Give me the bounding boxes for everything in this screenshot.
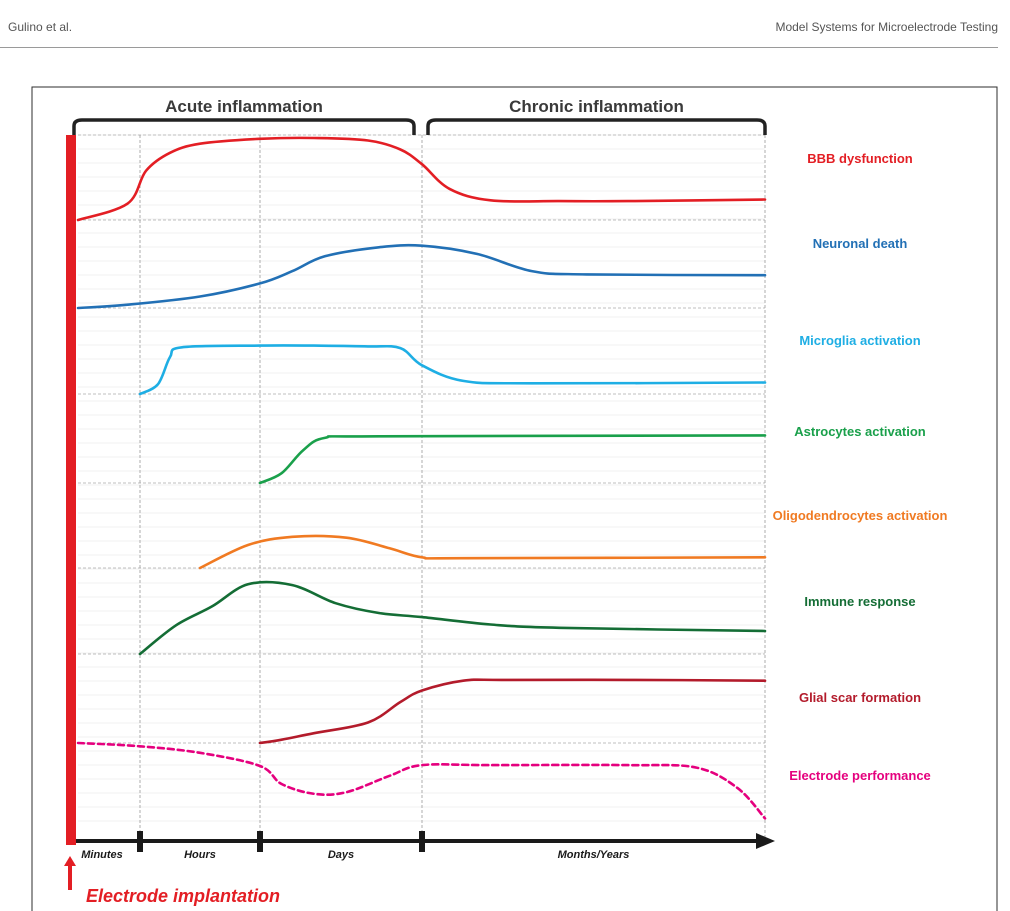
series-label-microglia-activation: Microglia activation — [799, 333, 920, 348]
series-label-bbb-dysfunction: BBB dysfunction — [807, 151, 913, 166]
series-line-immune-response — [138, 580, 767, 656]
time-axis-label-months-years: Months/Years — [558, 849, 630, 861]
series-line-neuronal-death — [76, 243, 767, 310]
implantation-label: Electrode implantation — [86, 886, 280, 906]
time-axis-tick — [419, 831, 425, 852]
implantation-marker: Electrode implantation — [64, 135, 280, 906]
series-label-glial-scar-formation: Glial scar formation — [799, 690, 921, 705]
page-running-title: Model Systems for Microelectrode Testing — [775, 20, 998, 34]
time-axis-tick — [257, 831, 263, 852]
phase-brackets: Acute inflammation Chronic inflammation — [72, 97, 767, 135]
series-line-glial-scar-formation — [258, 678, 767, 745]
header-rule — [0, 47, 998, 48]
figure-frame — [31, 86, 998, 911]
phase-bracket-chronic-inflammation — [426, 118, 767, 135]
implantation-arrow-shaft — [68, 864, 72, 890]
series-label-oligodendrocytes-activation: Oligodendrocytes activation — [773, 508, 948, 523]
grid — [78, 134, 766, 838]
series-label-neuronal-death: Neuronal death — [813, 236, 908, 251]
series-line-electrode-performance — [76, 741, 767, 820]
series-line-astrocytes-activation — [258, 434, 767, 485]
time-axis-arrowhead — [756, 833, 775, 849]
time-axis: Minutes Hours Days Months/Years — [70, 831, 775, 861]
series-label-immune-response: Immune response — [804, 594, 915, 609]
series-label-electrode-performance: Electrode performance — [789, 768, 931, 783]
time-axis-label-minutes: Minutes — [81, 849, 123, 861]
phase-label-chronic-inflammation: Chronic inflammation — [509, 97, 684, 116]
series-line-oligodendrocytes-activation — [198, 534, 767, 570]
time-axis-tick — [137, 831, 143, 852]
series-line-microglia-activation — [138, 344, 767, 396]
phase-bracket-acute-inflammation — [72, 118, 416, 135]
implantation-bar — [66, 135, 76, 845]
series-lines — [76, 136, 767, 820]
page-author: Gulino et al. — [8, 20, 73, 34]
implantation-arrowhead — [64, 856, 76, 866]
series-labels: BBB dysfunction Neuronal death Microglia a… — [773, 151, 948, 783]
series-label-astrocytes-activation: Astrocytes activation — [794, 424, 926, 439]
series-line-bbb-dysfunction — [76, 136, 767, 222]
time-axis-label-hours: Hours — [184, 849, 216, 861]
time-axis-label-days: Days — [328, 849, 354, 861]
phase-label-acute-inflammation: Acute inflammation — [165, 97, 323, 116]
